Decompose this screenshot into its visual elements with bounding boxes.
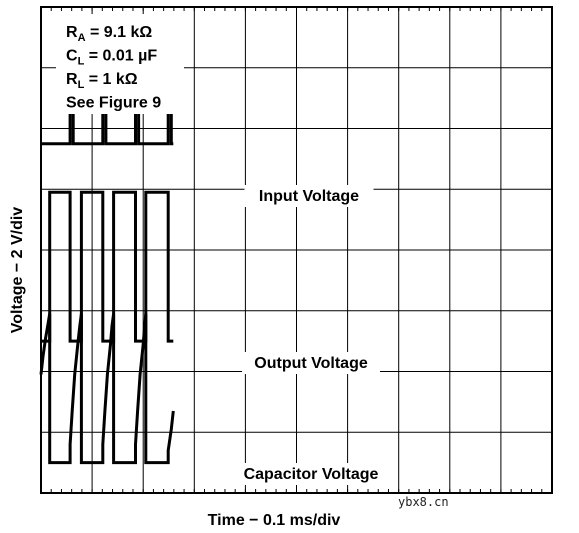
grid <box>40 7 553 493</box>
labels: RA = 9.1 kΩ CL = 0.01 µF RL = 1 kΩ See Figu… <box>9 14 394 529</box>
series-label-capacitor-voltage: Capacitor Voltage <box>244 466 379 483</box>
annotation-cl: CL = 0.01 µF <box>66 48 157 68</box>
series-label-input-voltage: Input Voltage <box>259 188 359 205</box>
annotation-background <box>56 14 184 114</box>
annotation-rl: RL = 1 kΩ <box>66 71 138 91</box>
series-label-output-voltage: Output Voltage <box>254 355 368 372</box>
watermark-text: ybx8.cn <box>398 495 449 509</box>
annotation-ra: RA = 9.1 kΩ <box>66 24 152 44</box>
plot-frame <box>40 6 553 494</box>
x-axis-label: Time − 0.1 ms/div <box>208 512 341 529</box>
series-label-background <box>242 352 380 374</box>
trace-capacitor-voltage <box>39 313 175 465</box>
traces <box>39 60 175 465</box>
y-axis-label: Voltage − 2 V/div <box>9 207 26 334</box>
trace-output-voltage <box>41 190 174 343</box>
series-label-background <box>244 185 374 207</box>
annotation-see-figure: See Figure 9 <box>66 95 161 112</box>
series-label-background <box>228 463 394 485</box>
